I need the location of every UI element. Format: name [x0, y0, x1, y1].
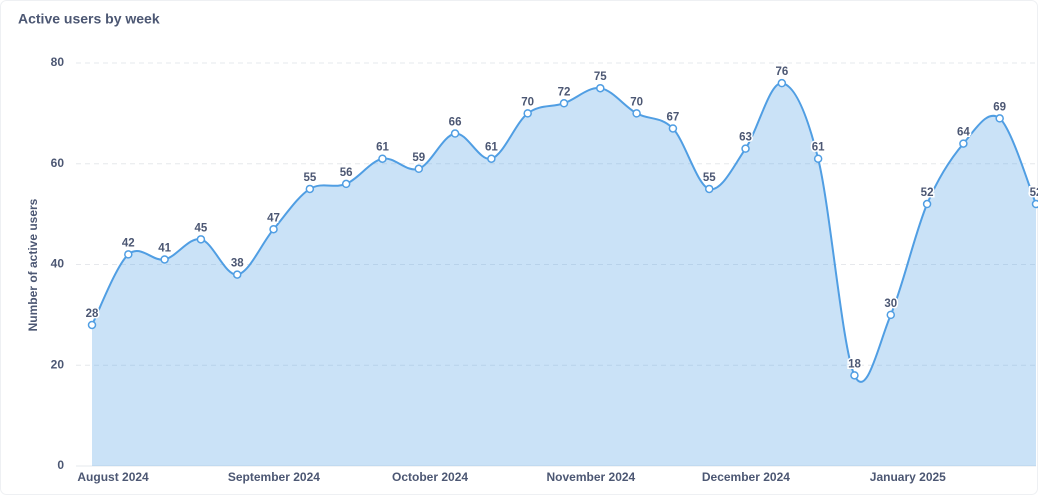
point	[87, 320, 97, 330]
point	[704, 184, 714, 194]
value-label: 69	[993, 101, 1006, 113]
value-label: 64	[957, 127, 970, 139]
point	[269, 224, 278, 234]
value-label: 61	[485, 142, 498, 154]
x-tick-label: August 2024	[77, 470, 149, 484]
point	[777, 78, 787, 88]
value-label: 61	[812, 142, 825, 154]
value-label: 47	[267, 212, 280, 224]
point	[450, 129, 460, 138]
point	[813, 154, 823, 163]
point	[886, 310, 896, 320]
point	[632, 109, 641, 118]
x-tick-label: September 2024	[228, 470, 320, 484]
point	[414, 164, 424, 174]
point	[741, 144, 750, 153]
point	[160, 255, 169, 264]
value-label: 42	[122, 237, 135, 249]
value-label: 52	[1030, 187, 1038, 199]
value-label: 61	[376, 142, 389, 154]
x-tick-label: January 2025	[870, 470, 946, 484]
point	[1031, 199, 1038, 209]
value-label: 70	[630, 96, 643, 108]
x-tick-label: October 2024	[392, 470, 468, 484]
chart-title: Active users by week	[18, 11, 160, 27]
point	[305, 184, 315, 194]
value-label: 55	[303, 172, 316, 184]
x-tick-label: November 2024	[547, 470, 636, 484]
value-label: 59	[412, 152, 425, 164]
value-label: 52	[921, 187, 934, 199]
point	[922, 199, 932, 209]
point	[959, 139, 968, 148]
value-label: 38	[231, 258, 244, 270]
point	[196, 235, 206, 244]
value-label: 70	[521, 96, 534, 108]
y-tick-label: 80	[51, 55, 65, 69]
point	[232, 270, 242, 279]
y-axis-label: Number of active users	[26, 198, 40, 331]
point	[995, 114, 1004, 123]
y-tick-label: 60	[51, 156, 65, 170]
value-label: 45	[195, 222, 208, 234]
value-label: 28	[86, 308, 99, 320]
point	[487, 154, 496, 163]
point	[850, 371, 859, 380]
value-label: 75	[594, 71, 607, 83]
value-label: 72	[558, 86, 571, 98]
point	[559, 99, 569, 108]
value-label: 67	[667, 112, 680, 124]
point	[378, 154, 387, 163]
value-label: 18	[848, 358, 861, 370]
point	[596, 83, 605, 93]
point	[124, 250, 133, 259]
point	[668, 124, 678, 133]
point	[523, 109, 532, 118]
y-tick-label: 0	[57, 458, 64, 472]
y-tick-label: 40	[51, 257, 65, 271]
value-label: 41	[158, 242, 171, 254]
value-label: 76	[775, 66, 788, 78]
value-label: 66	[449, 117, 462, 129]
value-label: 55	[703, 172, 716, 184]
x-tick-label: December 2024	[702, 470, 790, 484]
value-label: 63	[739, 132, 752, 144]
area-fill	[92, 83, 1036, 466]
point	[341, 179, 351, 189]
value-label: 56	[340, 167, 353, 179]
y-tick-label: 20	[51, 357, 65, 371]
value-label: 30	[884, 298, 897, 310]
